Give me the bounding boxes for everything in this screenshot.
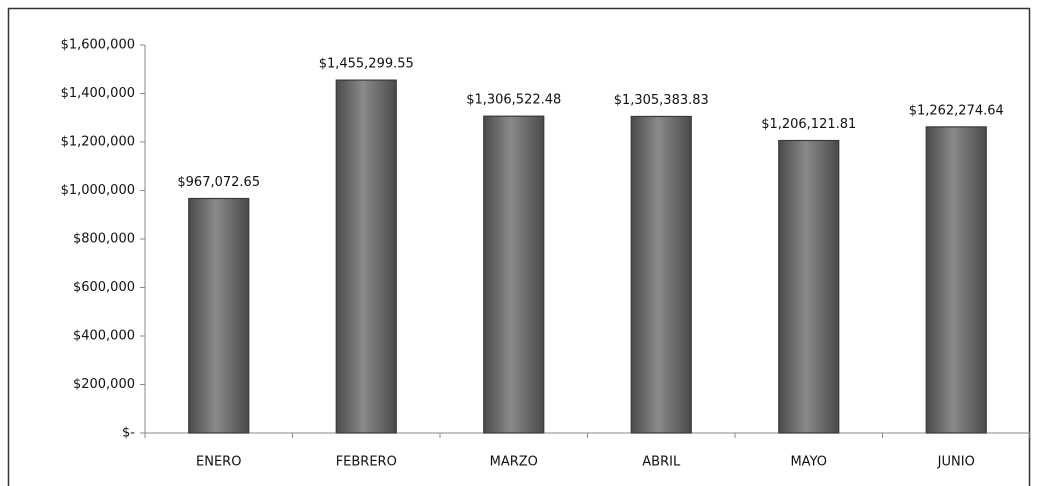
y-tick-label: $800,000 [73, 232, 135, 247]
y-tick-label: $200,000 [73, 377, 135, 392]
x-tick-label: ENERO [196, 455, 241, 470]
value-label: $1,206,121.81 [761, 117, 856, 132]
bar [335, 79, 397, 434]
x-tick-label: JUNIO [937, 455, 975, 470]
bar [925, 126, 987, 434]
bar [630, 115, 692, 434]
x-tick-label: FEBRERO [336, 455, 397, 470]
value-label: $1,455,299.55 [319, 57, 414, 72]
value-label: $1,306,522.48 [466, 93, 561, 108]
value-label: $1,305,383.83 [614, 93, 709, 108]
bar [778, 139, 840, 434]
x-tick-label: ABRIL [642, 455, 681, 470]
y-tick-label: $1,000,000 [61, 183, 135, 198]
bar [188, 197, 250, 434]
y-tick-label: $1,200,000 [61, 135, 135, 150]
x-tick-label: MAYO [790, 455, 827, 470]
x-tick-label: MARZO [490, 455, 538, 470]
y-tick-label: $- [122, 426, 135, 441]
y-tick-label: $1,600,000 [61, 38, 135, 53]
value-label: $1,262,274.64 [909, 103, 1004, 118]
y-tick-label: $600,000 [73, 280, 135, 295]
y-tick-label: $1,400,000 [61, 86, 135, 101]
y-tick-label: $400,000 [73, 329, 135, 344]
bar [483, 115, 545, 434]
value-label: $967,072.65 [177, 175, 260, 190]
